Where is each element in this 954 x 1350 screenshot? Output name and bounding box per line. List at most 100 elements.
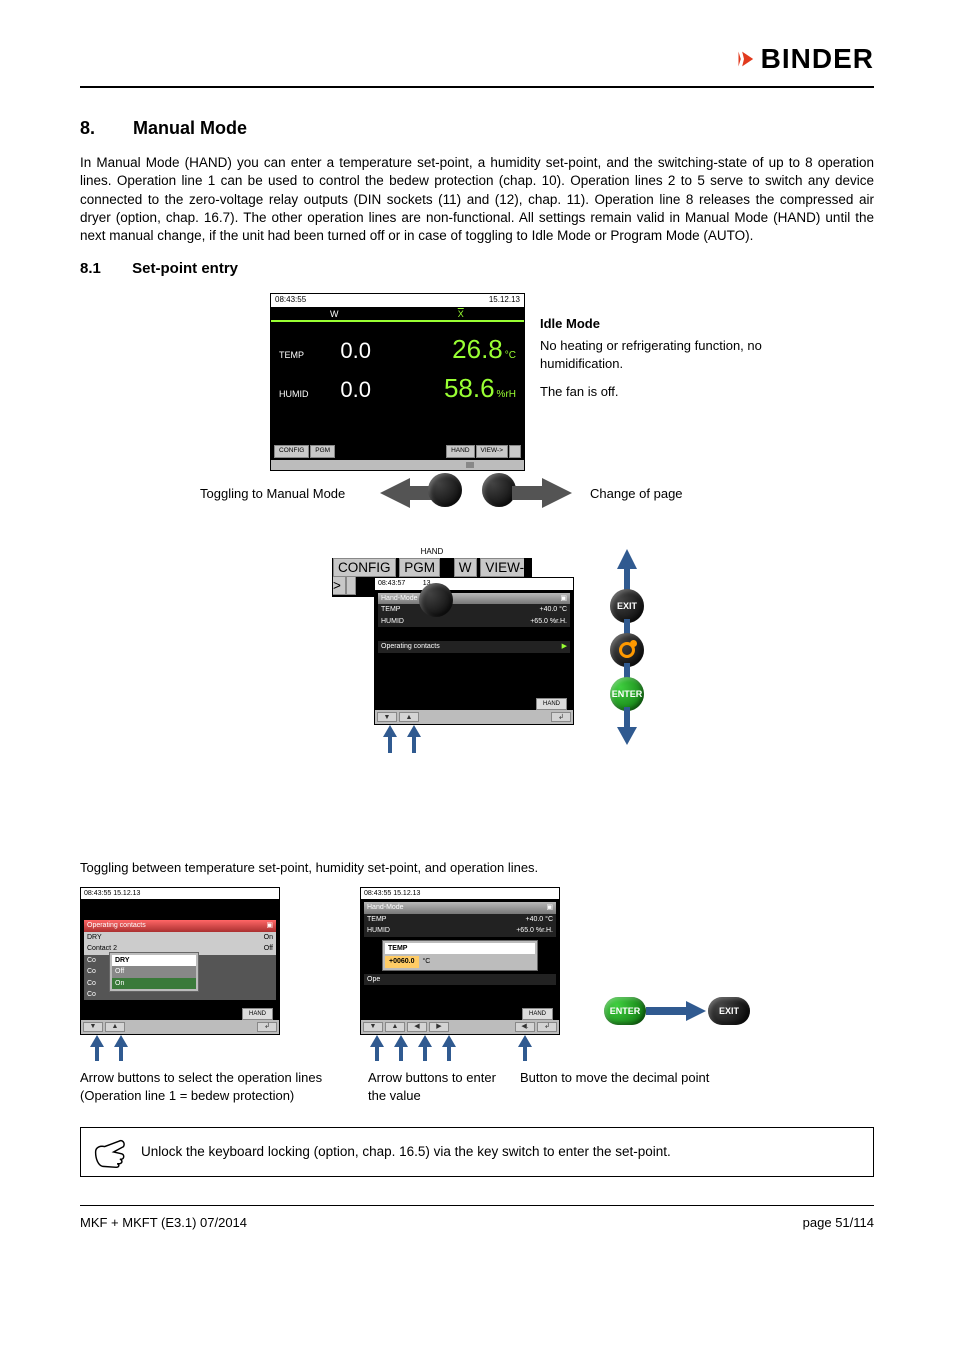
display2-uparrow-2 <box>407 725 421 753</box>
page-header: BINDER <box>80 40 874 78</box>
display1-row1-unit: %rH <box>497 388 516 402</box>
display2-hand-tag: HAND <box>536 698 567 710</box>
brand-triangle-icon <box>733 48 755 70</box>
tabs2-w[interactable]: W <box>454 558 477 577</box>
enter-button-2[interactable]: ENTER <box>604 997 646 1025</box>
display2-time: 08:43:57 <box>378 580 405 587</box>
d4-btn-dot[interactable]: ◀. <box>515 1022 535 1032</box>
display4-title: Hand-Mode <box>367 903 404 912</box>
d4-arrow-up-1 <box>370 1035 384 1061</box>
figure-area-2: 08:43:55 15.12.13 Operating contacts ▣ D… <box>80 887 874 1117</box>
enter-button-label: ENTER <box>612 688 643 700</box>
right-arrow-triangle-icon <box>512 478 572 508</box>
d4-btn-right[interactable]: ▶ <box>429 1022 449 1032</box>
d3-r1-r: Off <box>264 944 273 953</box>
display3-hand: HAND <box>242 1008 273 1020</box>
square-icon: ▣ <box>546 903 553 912</box>
d3-popup-opt1[interactable]: On <box>112 978 196 989</box>
tabs2-pgm[interactable]: PGM <box>399 558 440 577</box>
display1-tab-hand[interactable]: HAND <box>446 445 474 458</box>
display1-row1-x: 58.6 <box>371 371 495 406</box>
display2-uparrow-1 <box>383 725 397 753</box>
d3-r0-l: DRY <box>87 933 102 942</box>
d4-arrow-up-4 <box>442 1035 456 1061</box>
d4-field-value[interactable]: +0060.0 <box>385 956 419 967</box>
exit-button[interactable]: EXIT <box>610 589 644 623</box>
display4-hand: HAND <box>522 1008 553 1020</box>
subsection-number: 8.1 <box>80 259 128 279</box>
d3-btn-up[interactable]: ▲ <box>105 1022 125 1032</box>
display2-btn-down[interactable]: ▼ <box>377 712 397 722</box>
square-icon: ▣ <box>560 594 567 603</box>
d3-arrow-up-2 <box>114 1035 128 1061</box>
change-page-button[interactable] <box>482 473 516 507</box>
display2-btn-right[interactable]: ↲ <box>551 712 571 722</box>
footer-right: page 51/114 <box>803 1214 874 1232</box>
display1-row0-w: 0.0 <box>321 336 371 366</box>
idle-mode-line2: The fan is off. <box>540 383 619 401</box>
d4-ops: Ope <box>367 975 380 984</box>
d4-btn-ent[interactable]: ↲ <box>537 1022 557 1032</box>
d3-btn-down[interactable]: ▼ <box>83 1022 103 1032</box>
square-icon: ▣ <box>266 921 273 930</box>
right-arrow-icon: ▶ <box>562 642 567 651</box>
display2-btn-up[interactable]: ▲ <box>399 712 419 722</box>
rotate-icon <box>619 642 635 658</box>
display1-row1-label: HUMID <box>279 388 321 400</box>
exit-button-label: EXIT <box>617 600 637 612</box>
footer: MKF + MKFT (E3.1) 07/2014 page 51/114 <box>80 1214 874 1232</box>
d4-btn-left[interactable]: ◀ <box>407 1022 427 1032</box>
d4-btn-up[interactable]: ▲ <box>385 1022 405 1032</box>
d4-arrow-up-5 <box>518 1035 532 1061</box>
mid-caption: Toggling between temperature set-point, … <box>80 859 874 877</box>
display4-status: 08:43:55 15.12.13 <box>361 888 559 899</box>
toggle-manual-label: Toggling to Manual Mode <box>200 485 345 503</box>
display1-content: TEMP 0.0 26.8 °C HUMID 0.0 58.6 %rH <box>271 322 524 442</box>
display1-time: 08:43:55 <box>275 295 306 306</box>
display3-title: Operating contacts <box>87 921 146 930</box>
display1-w-label: W <box>271 308 398 320</box>
display1-tab-blank1 <box>336 445 445 458</box>
d4-btn-down[interactable]: ▼ <box>363 1022 383 1032</box>
display1-wx-row: W X <box>271 308 524 322</box>
tabs2-config[interactable]: CONFIG <box>333 558 396 577</box>
d3-popup-opt0[interactable]: Off <box>112 966 196 977</box>
d4-field-unit: °C <box>423 957 431 966</box>
display1-tab-blank2 <box>509 445 521 458</box>
d4-arrow-up-3 <box>418 1035 432 1061</box>
footer-left: MKF + MKFT (E3.1) 07/2014 <box>80 1214 247 1232</box>
note-text: Unlock the keyboard locking (option, cha… <box>141 1143 671 1161</box>
display2-link[interactable]: Operating contacts <box>381 642 440 651</box>
exit-button-2[interactable]: EXIT <box>708 997 750 1025</box>
brand-logo: BINDER <box>733 40 874 78</box>
display1-tab-view[interactable]: VIEW-> <box>476 445 508 458</box>
display1-row0-x: 26.8 <box>371 332 503 367</box>
display1-x-label: X <box>398 308 525 320</box>
display1-row1-w: 0.0 <box>321 375 371 405</box>
display3-status: 08:43:55 15.12.13 <box>81 888 279 899</box>
change-page-label: Change of page <box>590 485 683 503</box>
display1-tab-config[interactable]: CONFIG <box>274 445 309 458</box>
display3-popup: DRY Off On <box>109 952 199 992</box>
display1-greybar <box>271 460 524 470</box>
note-box: Unlock the keyboard locking (option, cha… <box>80 1127 874 1177</box>
pointing-hand-icon <box>91 1134 129 1170</box>
enter-down-arrow-icon <box>617 707 637 745</box>
display1-date: 15.12.13 <box>489 295 520 306</box>
display1-row0-unit: °C <box>505 349 516 363</box>
display1-tab-pgm[interactable]: PGM <box>310 445 335 458</box>
rotate-button[interactable] <box>610 633 644 667</box>
display2-row1-v: +65.0 %r.H. <box>530 617 567 626</box>
enter-button[interactable]: ENTER <box>610 677 644 711</box>
display2-row0-l: TEMP <box>381 605 400 614</box>
d4-field-label: TEMP <box>385 943 535 954</box>
caption-mid: Arrow buttons to enter the value <box>368 1069 498 1104</box>
display1-statusbar: 08:43:55 15.12.13 <box>271 294 524 308</box>
section-title: Manual Mode <box>133 118 247 138</box>
display2-title: Hand-Mode <box>381 594 418 603</box>
idle-mode-title: Idle Mode <box>540 315 600 333</box>
display1-row0-label: TEMP <box>279 349 321 361</box>
footer-rule <box>80 1205 874 1206</box>
d3-btn-enter[interactable]: ↲ <box>257 1022 277 1032</box>
toggle-manual-button[interactable] <box>428 473 462 507</box>
